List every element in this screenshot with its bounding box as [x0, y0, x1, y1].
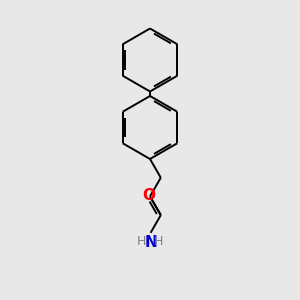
Text: O: O — [142, 188, 156, 203]
Text: N: N — [144, 235, 157, 250]
Text: H: H — [137, 235, 146, 248]
Text: H: H — [153, 235, 163, 248]
